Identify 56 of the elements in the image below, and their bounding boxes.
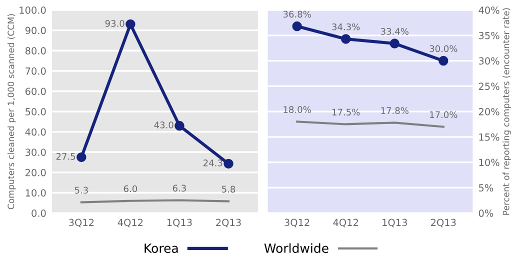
y2-tick-label: 0% xyxy=(478,210,494,217)
data-label: 17.8% xyxy=(381,107,408,114)
y2-tick-label: 5% xyxy=(478,184,494,192)
legend-label: Worldwide xyxy=(264,243,328,253)
point xyxy=(76,152,86,162)
y2-tick-label: 10% xyxy=(479,158,500,166)
legend-label: Korea xyxy=(144,244,178,253)
point xyxy=(438,56,448,66)
x-tick-label: 1Q13 xyxy=(167,218,192,228)
data-label: 5.8 xyxy=(222,186,236,193)
y-tick-label: 80.0 xyxy=(25,47,46,54)
data-label: 17.5% xyxy=(332,108,360,116)
data-label: 36.8% xyxy=(283,10,311,18)
point xyxy=(340,34,351,44)
x-tick-label: 3Q12 xyxy=(69,218,94,228)
y2-axis-title: Percent of reporting computers (encounter rate) xyxy=(502,8,511,215)
x-tick-label: 4Q12 xyxy=(333,218,358,228)
y2-tick-label: 25% xyxy=(478,82,500,90)
y-tick-label: 70.0 xyxy=(26,67,46,75)
point xyxy=(174,120,184,131)
y2-tick-label: 15% xyxy=(479,133,500,141)
y-tick-label: 50.0 xyxy=(26,108,46,116)
x-tick-label: 3Q12 xyxy=(284,218,310,228)
y-tick-label: 100.0 xyxy=(20,6,46,14)
x-tick-label: 2Q13 xyxy=(431,218,456,228)
y-tick-label: 30.0 xyxy=(26,148,46,156)
point xyxy=(126,19,136,30)
y-tick-label: 20.0 xyxy=(26,168,46,176)
y2-tick-label: 30% xyxy=(478,57,500,65)
data-label: 33.4% xyxy=(380,28,408,35)
x-tick-label: 2Q13 xyxy=(216,218,241,228)
y2-tick-label: 20% xyxy=(478,108,500,116)
data-label: 18.0% xyxy=(284,106,311,113)
data-label: 6.3 xyxy=(172,184,186,192)
data-label: 27.5 xyxy=(56,153,76,160)
y-tick-label: 60.0 xyxy=(25,88,46,96)
y2-tick-label: 35% xyxy=(478,32,500,40)
x-tick-label: 4Q12 xyxy=(118,218,143,228)
data-label: 43.0 xyxy=(154,122,174,128)
y2-tick-label: 40% xyxy=(478,6,500,14)
y-axis-title: Computers cleaned per 1,000 scanned (CCM) xyxy=(8,14,16,210)
y-tick-label: 90.0 xyxy=(25,26,46,34)
data-label: 93.0 xyxy=(105,20,124,27)
y-tick-label: 0.0 xyxy=(32,210,46,217)
data-label: 17.0% xyxy=(430,111,458,118)
y-tick-label: 40.0 xyxy=(25,128,46,136)
point xyxy=(224,158,234,169)
y-tick-label: 10.0 xyxy=(26,189,46,197)
x-tick-label: 1Q13 xyxy=(382,218,407,228)
data-label: 5.3 xyxy=(74,186,88,194)
point xyxy=(390,38,400,48)
data-label: 6.0 xyxy=(124,185,138,192)
data-label: 30.0% xyxy=(430,45,458,52)
data-label: 24.3 xyxy=(204,160,222,166)
point xyxy=(292,21,302,32)
data-label: 34.3% xyxy=(332,23,360,30)
